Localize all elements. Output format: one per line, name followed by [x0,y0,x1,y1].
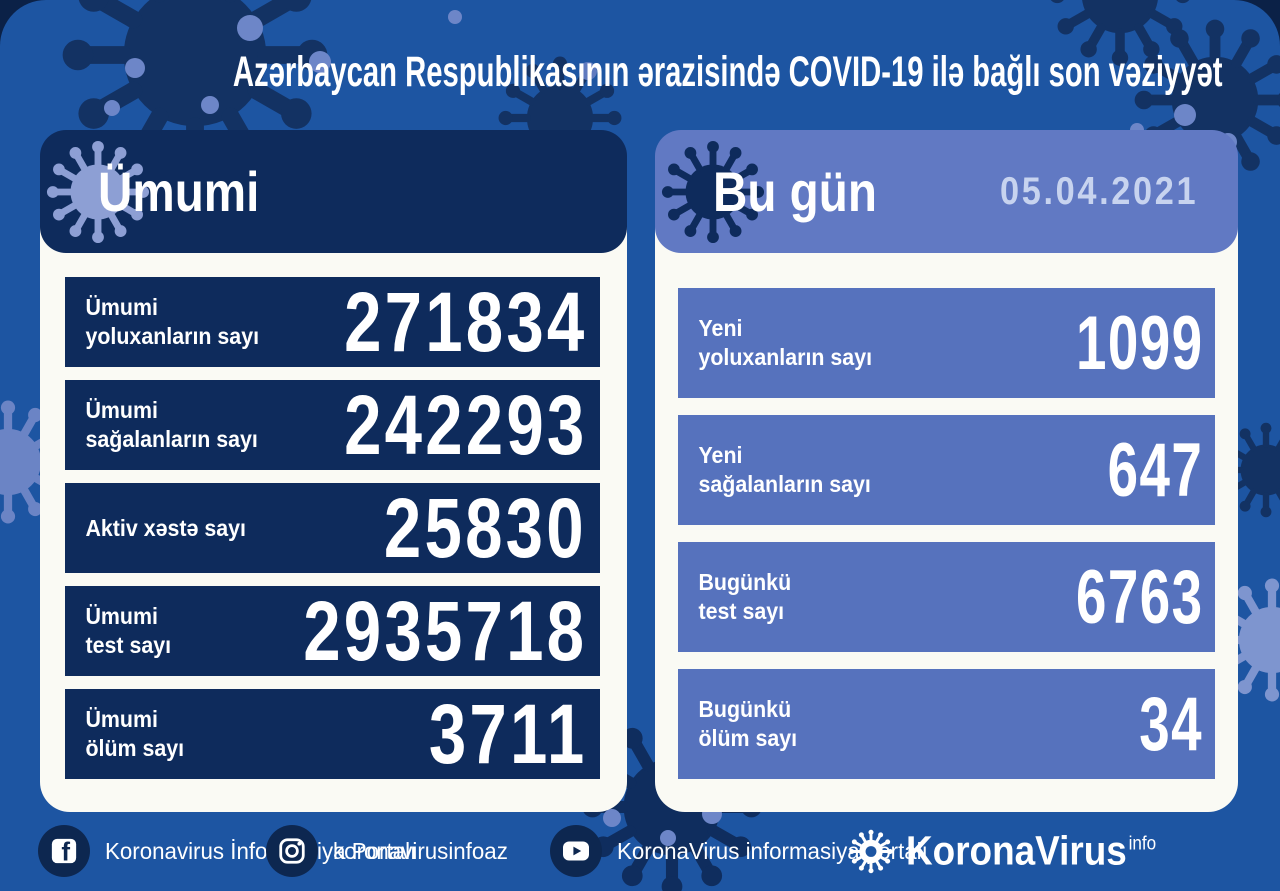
dot-decoration [201,96,219,114]
facebook-icon: f [38,825,90,877]
stat-label-line: Bugünkü [698,569,792,596]
stat-value: 647 [1107,427,1204,513]
stat-label-line: test sayı [85,632,172,658]
stat-value: 25830 [384,480,588,575]
instagram-icon [266,825,318,877]
stat-label-line: Ümumi [85,294,158,321]
stat-row-total-deaths: Ümumi ölüm sayı 3711 [65,687,600,781]
stat-label-line: Ümumi [85,603,158,630]
stat-label: Aktiv xəstə sayı [65,514,246,543]
footer: f Koronavirus İnformasiya Portalı korona… [0,811,1280,891]
facebook-label: Koronavirus İnformasiya Portalı [105,837,417,864]
stat-value: 1099 [1075,300,1204,386]
stat-label: Yeni yoluxanların sayı [678,314,872,372]
today-panel-header: Bu gün 05.04.2021 [655,130,1238,253]
stat-label: Ümumi ölüm sayı [65,705,184,763]
stat-row-total-recovered: Ümumi sağalanların sayı 242293 [65,378,600,472]
instagram-label: koronavirusinfoaz [333,837,508,864]
brand-suffix: info [1128,833,1157,855]
stat-label-line: Ümumi [85,706,158,733]
total-panel-title: Ümumi [98,160,260,223]
stat-label: Ümumi yoluxanların sayı [65,293,259,351]
dot-decoration [448,10,462,24]
brand-logo: KoronaVirusinfo [848,828,1184,875]
stat-value: 242293 [343,377,588,472]
dot-decoration [237,15,263,41]
stat-label-line: yoluxanların sayı [85,323,260,349]
today-panel-title: Bu gün [713,160,877,223]
stat-row-new-infected: Yeni yoluxanların sayı 1099 [678,288,1215,398]
page-title: Azərbaycan Respublikasının ərazisində CO… [0,48,1280,97]
stat-label-line: ölüm sayı [85,735,185,761]
stat-row-today-deaths: Bugünkü ölüm sayı 34 [678,669,1215,779]
instagram-link[interactable]: koronavirusinfoaz [266,825,513,877]
stat-label: Ümumi test sayı [65,602,171,660]
stat-label-line: sağalanların sayı [85,426,258,452]
stat-label-line: ölüm sayı [698,725,798,751]
stat-label-line: Bugünkü [698,696,792,723]
svg-text:f: f [61,837,70,867]
stat-label: Yeni sağalanların sayı [678,441,871,499]
stat-label-line: sağalanların sayı [698,471,871,497]
stat-value: 34 [1139,681,1204,767]
stat-row-active-cases: Aktiv xəstə sayı 25830 [65,481,600,575]
stat-label: Bugünkü test sayı [678,568,791,626]
virus-icon [848,828,894,874]
stat-row-total-tests: Ümumi test sayı 2935718 [65,584,600,678]
brand-name-text: KoronaVirus [906,827,1127,874]
brand-name: KoronaVirusinfo [906,828,1156,875]
stat-label-line: yoluxanların sayı [698,344,873,370]
dot-decoration [104,100,120,116]
stat-value: 2935718 [303,583,588,678]
total-panel-header: Ümumi [40,130,627,253]
stat-label: Ümumi sağalanların sayı [65,396,258,454]
dot-decoration [1174,104,1196,126]
stat-value: 271834 [343,274,588,369]
facebook-link[interactable]: f Koronavirus İnformasiya Portalı [38,825,426,877]
stat-row-today-tests: Bugünkü test sayı 6763 [678,542,1215,652]
stat-value: 6763 [1075,554,1204,640]
stat-label-line: Yeni [698,442,743,469]
stat-label: Bugünkü ölüm sayı [678,695,797,753]
youtube-icon [550,825,602,877]
stat-row-total-infected: Ümumi yoluxanların sayı 271834 [65,275,600,369]
report-date: 05.04.2021 [999,169,1198,213]
stat-value: 3711 [428,686,588,781]
stat-label-line: Ümumi [85,397,158,424]
stat-label-line: Yeni [698,315,743,342]
stat-row-new-recovered: Yeni sağalanların sayı 647 [678,415,1215,525]
stat-label-line: Aktiv xəstə sayı [85,514,247,541]
page-title-text: Azərbaycan Respublikasının ərazisində CO… [232,48,1223,96]
stat-label-line: test sayı [698,598,785,624]
